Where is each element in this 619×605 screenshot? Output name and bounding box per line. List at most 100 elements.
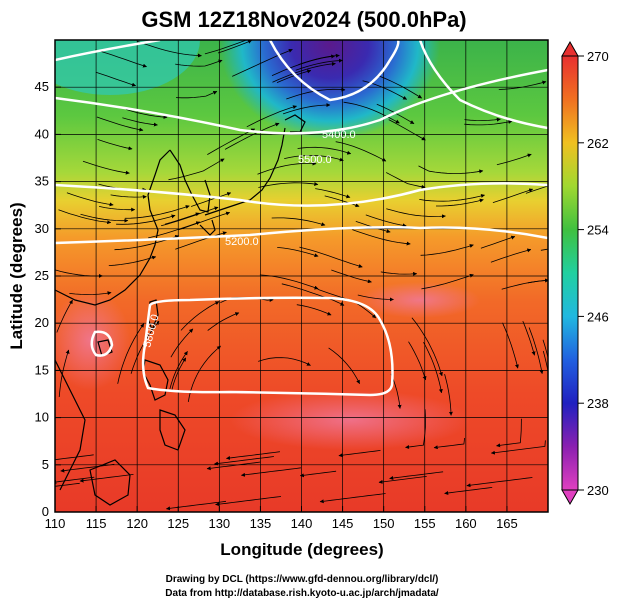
x-axis-label: Longitude (degrees)	[220, 540, 383, 559]
hainan	[97, 339, 113, 357]
streamline	[257, 161, 317, 175]
colorbar-tick-label: 254	[587, 223, 609, 238]
y-tick-label: 20	[35, 315, 49, 330]
x-tick-label: 120	[126, 516, 148, 531]
streamline	[365, 214, 407, 228]
colorbar-tick-label: 246	[587, 309, 609, 324]
streamline	[108, 255, 157, 266]
x-tick-label: 160	[455, 516, 477, 531]
streamline	[525, 185, 548, 194]
streamline	[338, 450, 381, 458]
streamline	[282, 103, 331, 115]
streamline	[55, 269, 103, 278]
streamline	[204, 40, 248, 55]
colorbar-body	[561, 55, 579, 491]
streamline	[331, 269, 372, 284]
colorbar-tick-label: 238	[587, 396, 609, 411]
contour-label-5200: 5200.0	[225, 236, 259, 248]
streamline	[55, 482, 80, 487]
streamline	[295, 58, 343, 71]
cold-region-west	[55, 40, 200, 95]
streamline	[271, 217, 326, 227]
hokkaido	[284, 114, 306, 133]
streamline	[169, 351, 188, 390]
streamline	[259, 274, 319, 290]
colorbar-bottom-arrow	[561, 489, 579, 506]
streamline	[389, 471, 444, 480]
streamline	[299, 246, 363, 268]
streamline	[168, 158, 225, 181]
streamline	[297, 146, 352, 155]
x-tick-label: 135	[250, 516, 272, 531]
streamline	[281, 283, 345, 306]
streamline	[164, 212, 200, 225]
streamline	[315, 188, 351, 199]
x-tick-label: 125	[167, 516, 189, 531]
x-tick-label: 115	[86, 516, 107, 531]
streamline	[117, 323, 145, 384]
streamline	[319, 493, 386, 504]
y-tick-label: 5	[42, 457, 49, 472]
x-tick-label: 165	[496, 516, 518, 531]
x-axis: 110 115 120 125 130 135 140 145 150 155 160 165	[45, 506, 518, 531]
streamline	[175, 91, 218, 99]
colorbar-tick-label: 230	[587, 483, 609, 498]
streamline	[496, 153, 532, 166]
streamline	[246, 105, 297, 128]
streamline	[95, 71, 137, 87]
streamline	[226, 451, 280, 460]
streamline	[171, 357, 187, 391]
streamline	[328, 347, 360, 385]
streamline	[137, 41, 202, 58]
streamline	[380, 271, 418, 276]
streamline	[277, 247, 319, 258]
cold-core-north	[220, 40, 440, 140]
y-axis: 0 5 10 15 20 25 30 35 40 45	[35, 79, 61, 519]
streamline	[542, 339, 548, 360]
streamline	[357, 294, 394, 302]
streamline	[224, 122, 280, 150]
streamline	[343, 101, 400, 124]
streamline	[480, 235, 516, 249]
streamline	[214, 456, 274, 466]
streamline	[378, 476, 427, 484]
streamline	[528, 327, 544, 375]
streamline	[498, 80, 547, 90]
streamline	[258, 357, 311, 366]
contour-5500	[55, 182, 548, 207]
streamline	[352, 229, 411, 246]
streamline	[166, 500, 227, 511]
streamline	[496, 418, 522, 448]
streamline	[284, 155, 344, 162]
streamline	[232, 48, 293, 77]
streamline	[296, 304, 332, 316]
streamline	[190, 192, 232, 207]
streamline	[96, 116, 144, 132]
credit-drawing: Drawing by DCL (https://www.gfd-dennou.o…	[166, 574, 439, 585]
streamline	[418, 165, 484, 174]
philippines-south	[159, 409, 186, 451]
streamline	[420, 244, 474, 256]
credit-data: Data from http://database.rish.kyoto-u.a…	[165, 588, 439, 599]
streamline	[522, 320, 536, 356]
streamline	[99, 206, 136, 212]
streamline	[411, 317, 443, 377]
y-tick-label: 25	[35, 268, 49, 283]
warm-patch-1	[230, 390, 470, 450]
colorbar: 230 238 246 254 262 270	[561, 40, 609, 506]
height-contours	[55, 40, 548, 397]
streamline	[464, 119, 513, 126]
indochina	[55, 359, 86, 491]
streamline	[217, 40, 253, 54]
streamline	[299, 470, 337, 478]
contour-east-1	[418, 40, 548, 130]
streamline	[116, 214, 176, 225]
streamline	[466, 477, 533, 488]
colorbar-tick-label: 270	[587, 49, 609, 64]
contour-north-2	[268, 40, 400, 102]
china-coast	[55, 149, 171, 306]
streamline	[207, 312, 240, 331]
x-tick-label: 145	[332, 516, 354, 531]
streamline	[444, 373, 453, 416]
